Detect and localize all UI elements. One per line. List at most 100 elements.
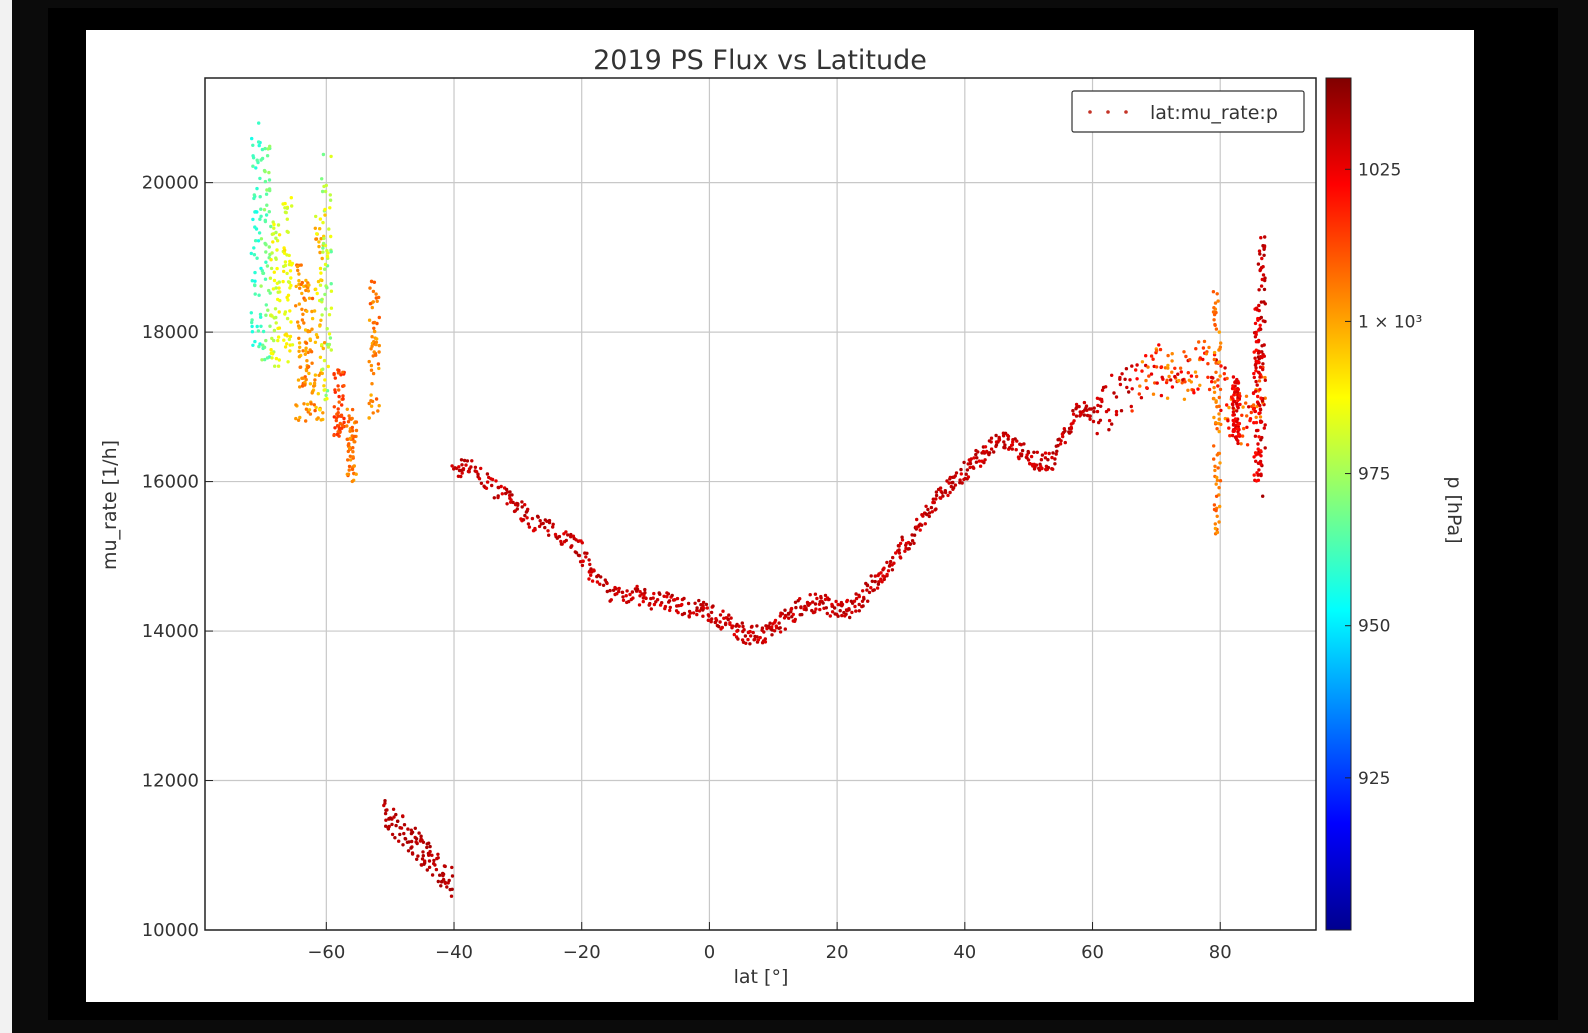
data-point (496, 495, 500, 500)
data-point (1223, 366, 1227, 370)
data-point (832, 606, 837, 610)
data-point (258, 342, 262, 346)
data-point (323, 378, 327, 382)
data-point (1149, 372, 1154, 376)
data-point (1256, 262, 1261, 266)
data-point (793, 617, 797, 622)
data-point (369, 363, 374, 368)
data-point (977, 459, 981, 463)
data-point (526, 522, 531, 526)
data-point (906, 547, 910, 551)
data-point (1155, 381, 1159, 385)
data-point (259, 237, 264, 241)
data-point (975, 456, 979, 460)
data-point (1215, 514, 1219, 518)
data-point (1213, 522, 1218, 526)
data-point (1254, 340, 1259, 344)
data-point (298, 345, 302, 349)
data-point (968, 465, 972, 470)
data-point (580, 541, 584, 545)
data-point (271, 232, 276, 236)
data-point (273, 364, 277, 368)
data-point (772, 629, 777, 633)
data-point (434, 867, 439, 872)
data-point (620, 590, 625, 594)
data-point (370, 305, 374, 310)
data-point (377, 315, 381, 320)
data-point (1114, 395, 1119, 399)
data-point (1258, 323, 1262, 327)
data-point (1262, 287, 1267, 292)
data-point (1119, 409, 1124, 413)
data-point (1130, 387, 1134, 391)
data-point (886, 569, 891, 573)
data-point (1053, 457, 1057, 461)
data-point (1046, 465, 1051, 470)
data-point (376, 409, 380, 413)
data-point (968, 461, 973, 466)
data-point (253, 292, 257, 296)
data-point (374, 292, 378, 296)
data-point (369, 368, 374, 372)
data-point (741, 624, 745, 629)
data-point (299, 282, 303, 287)
data-point (1247, 405, 1251, 409)
x-tick-label: 0 (704, 942, 715, 963)
data-point (1232, 428, 1237, 433)
data-point (377, 404, 381, 408)
data-point (965, 468, 970, 472)
data-point (686, 601, 691, 606)
data-point (276, 223, 281, 227)
data-point (252, 196, 256, 201)
data-point (530, 516, 535, 521)
data-point (459, 458, 464, 462)
data-point (1037, 468, 1042, 472)
data-point (800, 612, 804, 617)
data-point (854, 609, 858, 613)
data-point (827, 597, 831, 602)
data-point (321, 250, 325, 254)
data-point (780, 612, 785, 616)
y-tick-label: 20000 (142, 173, 199, 194)
data-point (1114, 409, 1119, 414)
data-point (1006, 434, 1011, 439)
data-point (268, 324, 272, 328)
data-point (697, 609, 702, 613)
data-point (1211, 310, 1216, 314)
data-point (341, 370, 345, 374)
data-point (742, 628, 746, 632)
data-point (601, 583, 606, 587)
data-point (1098, 418, 1103, 422)
data-point (484, 486, 489, 490)
data-point (351, 455, 355, 459)
data-point (1218, 479, 1223, 483)
data-point (972, 466, 976, 470)
data-point (347, 468, 351, 472)
data-point (303, 328, 308, 332)
data-point (338, 421, 342, 426)
data-point (321, 246, 325, 250)
data-point (727, 613, 731, 617)
data-point (288, 349, 292, 353)
data-point (338, 430, 342, 434)
data-point (319, 418, 323, 422)
data-point (1029, 454, 1034, 459)
data-point (342, 384, 346, 388)
data-point (1192, 391, 1196, 395)
data-point (1112, 391, 1116, 395)
data-point (288, 259, 292, 264)
data-point (259, 207, 263, 211)
data-point (253, 283, 257, 288)
data-point (283, 260, 288, 264)
data-point (289, 196, 293, 200)
data-point (368, 286, 372, 290)
data-point (258, 217, 262, 221)
data-point (1263, 375, 1267, 380)
data-point (324, 393, 328, 398)
data-point (1087, 414, 1092, 418)
data-point (473, 465, 478, 469)
data-point (265, 188, 269, 192)
data-point (934, 490, 939, 494)
data-point (1231, 423, 1236, 427)
data-point (389, 817, 393, 821)
